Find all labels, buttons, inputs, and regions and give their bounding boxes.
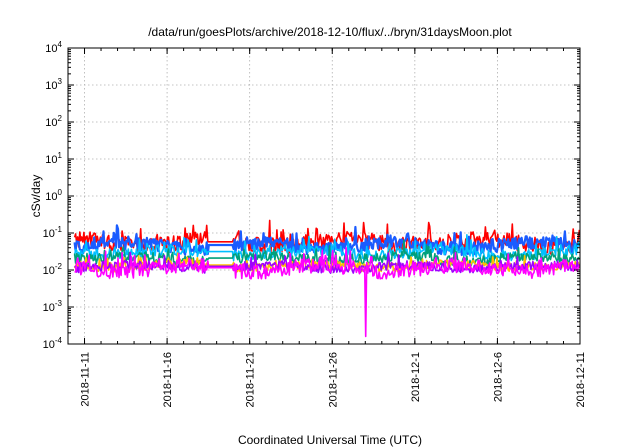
y-ticks: 10-4 10-3 10-2 10-1 100 101 102 103 104 <box>43 40 580 351</box>
chart-title: /data/run/goesPlots/archive/2018-12-10/f… <box>148 25 512 39</box>
x-axis-label: Coordinated Universal Time (UTC) <box>238 433 422 447</box>
y-tick-label: 104 <box>45 40 62 55</box>
y-tick-label: 101 <box>45 151 62 166</box>
y-tick-label: 10-4 <box>43 336 63 351</box>
y-tick-label: 10-2 <box>43 262 63 277</box>
x-tick-label: 2018-11-11 <box>80 352 92 407</box>
x-tick-label: 2018-12-6 <box>492 352 504 402</box>
y-tick-label: 100 <box>45 188 62 203</box>
series-layer <box>73 219 581 338</box>
grid <box>68 48 580 344</box>
x-ticks: 2018-11-11 2018-11-16 2018-11-21 2018-11-26… <box>67 48 587 407</box>
y-tick-label: 103 <box>45 77 62 92</box>
x-tick-label: 2018-11-16 <box>162 352 174 407</box>
x-tick-label: 2018-11-26 <box>327 352 339 407</box>
x-tick-label: 2018-12-11 <box>575 352 587 407</box>
y-tick-label: 10-3 <box>43 299 63 314</box>
x-tick-label: 2018-12-1 <box>410 352 422 402</box>
series-line <box>74 246 581 338</box>
y-axis-label: cSv/day <box>29 175 43 218</box>
y-tick-label: 102 <box>45 114 62 129</box>
x-tick-label: 2018-11-21 <box>245 352 257 407</box>
y-tick-label: 10-1 <box>43 225 63 240</box>
